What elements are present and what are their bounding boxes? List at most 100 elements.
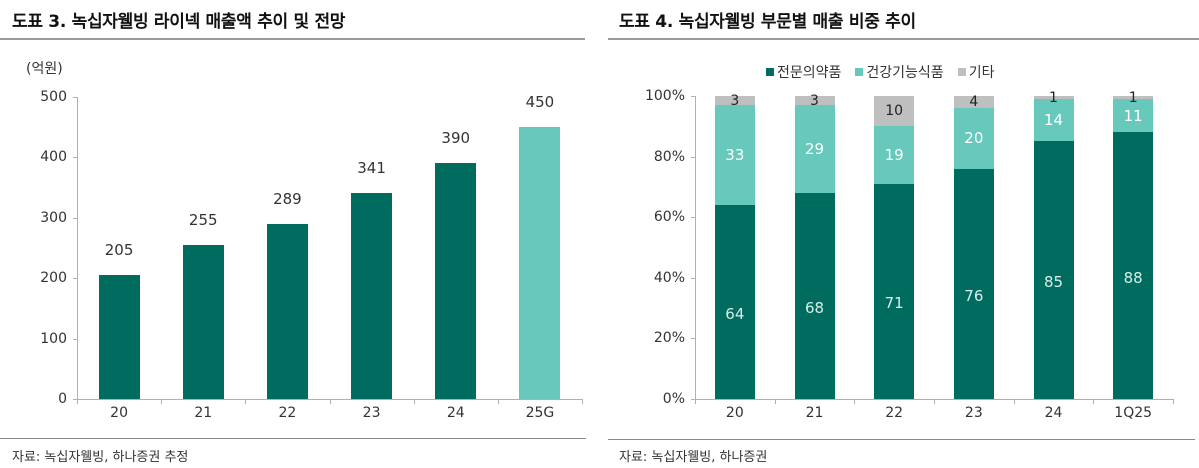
y-tick-label: 20%: [653, 330, 685, 347]
y-tick: [691, 96, 695, 97]
data-label: 4: [969, 94, 979, 110]
data-label: 390: [441, 129, 471, 148]
x-tick-label: 20: [110, 405, 128, 421]
data-label: 205: [104, 241, 134, 260]
x-tick: [77, 399, 78, 404]
source-rule: [608, 439, 1195, 440]
data-label: 289: [273, 190, 302, 209]
title-rule: [0, 38, 585, 40]
data-label: 1: [1128, 89, 1138, 106]
bar-segment-1Q25-0: [1113, 132, 1154, 399]
x-tick: [774, 399, 776, 404]
source-note: 자료: 녹십자웰빙, 하나증권 추정: [12, 450, 189, 465]
source-note: 자료: 녹십자웰빙, 하나증권: [619, 450, 768, 465]
y-tick-label: 80%: [653, 148, 685, 165]
bar-segment-24-0: [1033, 141, 1074, 399]
y-tick: [691, 217, 695, 219]
data-label: 85: [1043, 273, 1064, 292]
bar-23: [351, 193, 393, 399]
legend-swatch-icon: [766, 68, 774, 76]
y-tick: [73, 338, 77, 340]
data-label: 11: [1123, 106, 1143, 125]
x-tick: [329, 399, 331, 404]
x-tick-label: 23: [362, 405, 381, 421]
chart-title: 도표 3. 녹십자웰빙 라이넥 매출액 추이 및 전망: [12, 12, 346, 32]
x-tick-label: 20: [725, 405, 744, 421]
legend-item-health: 건강기능식품: [855, 62, 944, 82]
y-tick-label: 200: [40, 270, 67, 287]
y-axis-unit: (억원): [26, 61, 63, 77]
data-label: 1: [1049, 89, 1058, 106]
x-tick: [582, 399, 583, 404]
x-tick: [1173, 399, 1174, 404]
x-tick: [161, 399, 163, 404]
x-tick: [854, 399, 856, 404]
y-axis: [695, 96, 696, 399]
y-tick: [691, 277, 695, 279]
bar-segment-22-0: [874, 183, 915, 399]
bar-segment-1Q25-2: [1113, 96, 1154, 100]
y-tick: [73, 157, 77, 159]
data-label: 255: [188, 210, 218, 229]
x-tick-label: 22: [278, 405, 297, 421]
x-tick: [497, 399, 499, 404]
x-tick: [245, 399, 247, 404]
x-tick-label: 24: [1044, 405, 1063, 421]
bar-segment-24-1: [1033, 99, 1074, 142]
bar-segment-22-1: [874, 126, 915, 184]
data-label: 341: [357, 159, 386, 178]
x-tick: [695, 399, 696, 404]
y-tick-label: 400: [40, 149, 67, 166]
legend: 전문의약품 건강기능식품 기타: [766, 62, 994, 82]
y-tick: [73, 217, 77, 219]
bar-24: [435, 163, 477, 399]
bar-segment-20-0: [714, 205, 755, 399]
chart-title: 도표 4. 녹십자웰빙 부문별 매출 비중 추이: [619, 12, 916, 32]
y-tick: [691, 338, 695, 340]
y-tick-label: 500: [40, 89, 67, 105]
y-tick-label: 0%: [662, 391, 685, 407]
legend-swatch-icon: [957, 68, 966, 76]
x-tick-label: 25G: [525, 405, 555, 421]
bar-25G: [519, 127, 561, 399]
source-rule: [0, 438, 586, 439]
x-tick-label: 21: [194, 405, 213, 421]
y-tick: [691, 156, 695, 158]
bar-segment-21-1: [794, 105, 835, 193]
data-label: 64: [725, 305, 745, 324]
y-tick-label: 60%: [653, 209, 685, 226]
title-rule: [608, 38, 1199, 40]
bar-segment-21-2: [794, 96, 835, 106]
bar-segment-20-2: [714, 96, 755, 106]
data-label: 10: [885, 103, 904, 120]
bar-segment-21-0: [794, 192, 835, 399]
legend-label: 기타: [968, 65, 995, 81]
y-tick-label: 100%: [644, 88, 685, 104]
y-tick: [73, 97, 77, 98]
data-label: 68: [804, 298, 825, 317]
data-label: 450: [525, 93, 555, 112]
x-tick-label: 23: [964, 405, 983, 421]
data-label: 33: [725, 146, 745, 165]
bar-segment-1Q25-1: [1113, 99, 1154, 133]
bar-segment-22-2: [874, 96, 915, 127]
bar-22: [266, 224, 308, 399]
revenue-chart-panel: 도표 3. 녹십자웰빙 라이넥 매출액 추이 및 전망 (억원) 0 100 200…: [0, 0, 590, 468]
bar-20: [98, 275, 140, 399]
bar-segment-24-2: [1033, 96, 1074, 100]
x-tick: [1093, 399, 1095, 404]
data-label: 3: [810, 92, 819, 109]
data-label: 71: [884, 294, 904, 313]
bar-segment-23-0: [953, 168, 994, 399]
x-tick-label: 1Q25: [1114, 405, 1153, 421]
x-tick-label: 22: [885, 405, 904, 421]
legend-label: 건강기능식품: [866, 65, 944, 81]
y-tick-label: 0: [58, 391, 67, 407]
y-tick: [73, 399, 77, 400]
segment-share-chart-panel: 도표 4. 녹십자웰빙 부문별 매출 비중 추이 전문의약품 건강기능식품 기타…: [605, 0, 1199, 468]
legend-item-other: 기타: [957, 62, 995, 82]
data-label: 76: [964, 286, 984, 305]
legend-swatch-icon: [855, 68, 864, 76]
x-tick: [1013, 399, 1015, 404]
data-label: 19: [884, 146, 904, 165]
